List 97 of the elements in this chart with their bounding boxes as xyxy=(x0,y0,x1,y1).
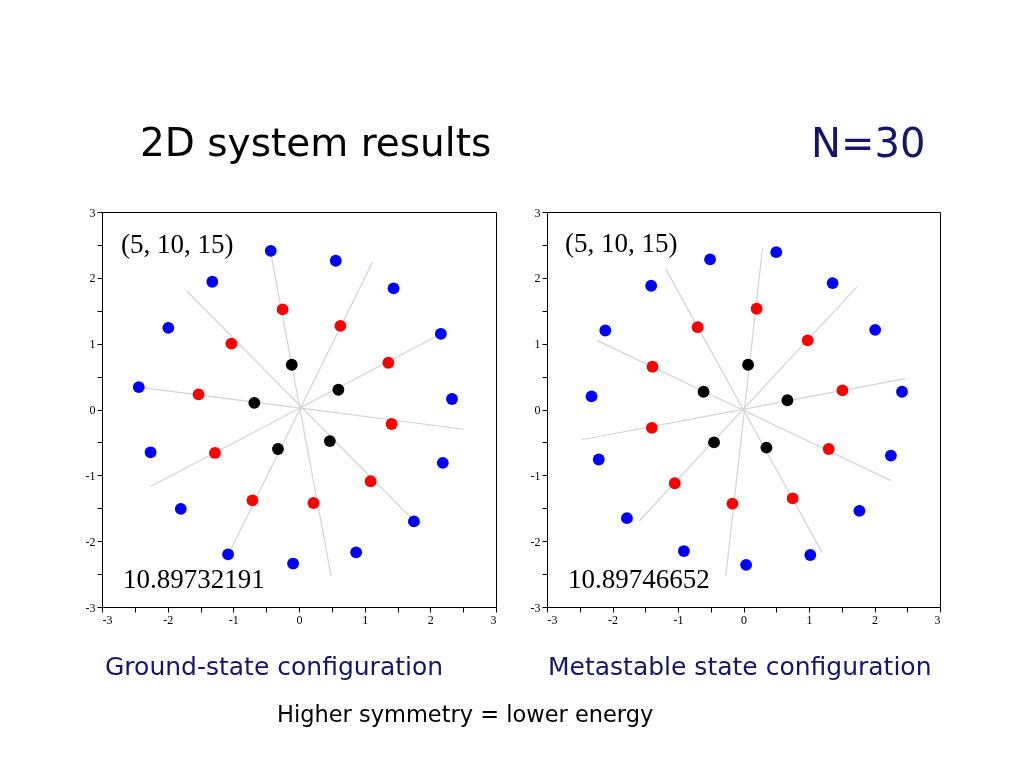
x-tick-label: 3 xyxy=(490,612,497,627)
text: Ground-state configuration xyxy=(105,652,444,681)
y-tick-label: 2 xyxy=(534,271,541,286)
text: Metastable state configuration xyxy=(548,652,932,681)
point xyxy=(246,494,259,507)
text: N=30 xyxy=(811,120,926,166)
point xyxy=(364,475,377,488)
point xyxy=(677,545,690,557)
point xyxy=(786,492,799,505)
y-tick-label: 1 xyxy=(534,337,541,352)
x-tick-label: -2 xyxy=(608,612,618,627)
point xyxy=(225,337,238,350)
y-tick-label: 0 xyxy=(534,403,541,417)
y-tick-label: 0 xyxy=(89,403,96,417)
point xyxy=(174,503,187,515)
point xyxy=(436,456,449,469)
point xyxy=(740,558,753,571)
point xyxy=(668,477,681,490)
point xyxy=(287,557,300,570)
x-tick-label: 3 xyxy=(934,612,941,627)
y-tick-label: 3 xyxy=(534,205,541,220)
point xyxy=(760,441,773,454)
point xyxy=(323,435,336,447)
y-tick-label: -1 xyxy=(85,468,96,483)
y-tick-label: -3 xyxy=(530,600,541,615)
point xyxy=(801,334,814,347)
point xyxy=(822,443,835,455)
point xyxy=(285,358,298,371)
point xyxy=(307,497,320,509)
point xyxy=(272,443,284,455)
point xyxy=(132,381,145,394)
point xyxy=(206,275,219,288)
point xyxy=(704,253,717,266)
point xyxy=(408,515,420,528)
annotation: (5, 10, 15) xyxy=(121,229,234,259)
point xyxy=(329,254,342,267)
point xyxy=(248,397,261,409)
y-tick-label: 2 xyxy=(89,271,96,286)
annotation: (5, 10, 15) xyxy=(565,228,678,258)
x-tick-label: 1 xyxy=(362,612,369,627)
point xyxy=(276,303,289,316)
point xyxy=(645,422,658,434)
point xyxy=(750,302,763,315)
annotation: 10.89732191 xyxy=(123,564,265,594)
point xyxy=(691,321,704,334)
annotation: 10.89746652 xyxy=(568,564,710,594)
point xyxy=(620,512,633,525)
point xyxy=(592,453,605,466)
point xyxy=(334,319,347,332)
point xyxy=(434,327,447,340)
point xyxy=(645,279,658,292)
point xyxy=(599,324,612,337)
point xyxy=(209,447,221,459)
point xyxy=(222,548,234,561)
x-tick-label: -3 xyxy=(102,612,113,627)
point xyxy=(742,358,754,371)
x-tick-label: -3 xyxy=(547,612,558,627)
point xyxy=(697,385,710,398)
x-tick-label: 0 xyxy=(296,612,303,627)
chart-title: 2D system results xyxy=(140,120,492,165)
point xyxy=(646,360,659,373)
point xyxy=(192,388,205,401)
y-tick-label: -2 xyxy=(530,534,541,549)
x-tick-label: -2 xyxy=(163,612,174,627)
x-tick-label: 2 xyxy=(872,612,878,627)
x-tick-label: 2 xyxy=(427,612,434,627)
point xyxy=(804,549,817,561)
point xyxy=(385,418,398,430)
point xyxy=(446,393,458,405)
point xyxy=(869,323,882,336)
point xyxy=(781,394,794,407)
point xyxy=(350,546,363,559)
point xyxy=(585,390,598,403)
x-tick-label: -1 xyxy=(228,612,239,627)
y-tick-label: 1 xyxy=(89,337,96,352)
point xyxy=(836,384,849,397)
point xyxy=(896,385,908,398)
x-tick-label: -1 xyxy=(673,612,684,627)
y-tick-label: 3 xyxy=(89,205,96,220)
text: Higher symmetry = lower energy xyxy=(277,701,654,727)
x-tick-label: 0 xyxy=(741,612,747,627)
point xyxy=(708,436,720,449)
y-tick-label: -2 xyxy=(85,534,96,549)
y-tick-label: -3 xyxy=(85,600,96,615)
point xyxy=(826,277,839,289)
point xyxy=(853,504,866,517)
point xyxy=(770,246,783,259)
point xyxy=(382,356,395,369)
x-tick-label: 1 xyxy=(806,612,813,627)
point xyxy=(387,282,400,295)
point xyxy=(884,449,897,462)
point xyxy=(144,446,157,459)
point xyxy=(162,321,175,334)
y-tick-label: -1 xyxy=(530,468,541,483)
point xyxy=(726,497,739,510)
point xyxy=(264,244,277,257)
point xyxy=(332,383,345,396)
